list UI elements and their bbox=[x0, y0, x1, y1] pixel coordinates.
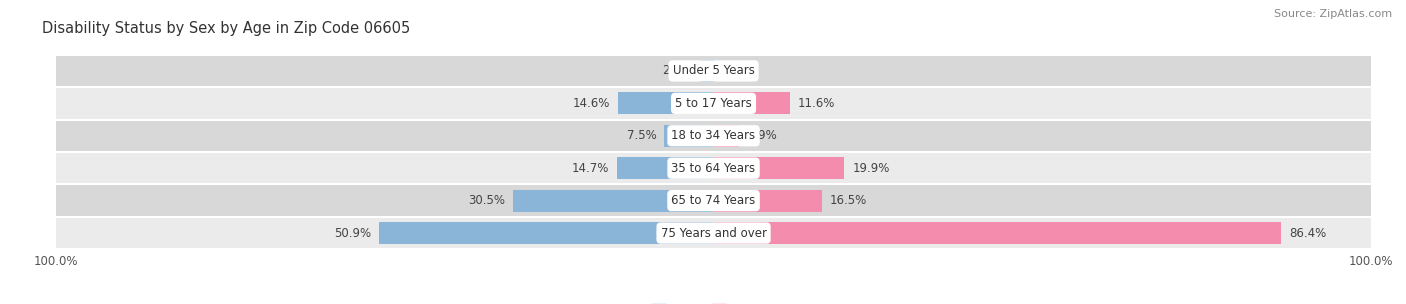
Bar bbox=[714, 157, 845, 179]
Text: 11.6%: 11.6% bbox=[797, 97, 835, 110]
Bar bbox=[617, 92, 714, 114]
Bar bbox=[56, 55, 1371, 87]
Text: 86.4%: 86.4% bbox=[1289, 226, 1327, 240]
Text: 35 to 64 Years: 35 to 64 Years bbox=[672, 162, 755, 175]
Text: Disability Status by Sex by Age in Zip Code 06605: Disability Status by Sex by Age in Zip C… bbox=[42, 21, 411, 36]
Bar bbox=[56, 185, 1371, 217]
Text: Under 5 Years: Under 5 Years bbox=[672, 64, 755, 78]
Bar bbox=[380, 222, 714, 244]
Bar bbox=[56, 119, 1371, 152]
Bar bbox=[664, 125, 714, 147]
Bar bbox=[56, 152, 1371, 185]
Text: 16.5%: 16.5% bbox=[830, 194, 868, 207]
Bar bbox=[56, 217, 1371, 249]
Text: 0.0%: 0.0% bbox=[721, 64, 751, 78]
Bar bbox=[617, 157, 714, 179]
Text: 3.9%: 3.9% bbox=[747, 129, 778, 142]
Bar bbox=[700, 60, 714, 82]
Text: 14.6%: 14.6% bbox=[572, 97, 610, 110]
Text: 30.5%: 30.5% bbox=[468, 194, 505, 207]
Text: 50.9%: 50.9% bbox=[335, 226, 371, 240]
Text: 75 Years and over: 75 Years and over bbox=[661, 226, 766, 240]
Bar bbox=[714, 92, 790, 114]
Bar bbox=[714, 125, 740, 147]
Text: 2.1%: 2.1% bbox=[662, 64, 692, 78]
Text: Source: ZipAtlas.com: Source: ZipAtlas.com bbox=[1274, 9, 1392, 19]
Text: 5 to 17 Years: 5 to 17 Years bbox=[675, 97, 752, 110]
Text: 19.9%: 19.9% bbox=[852, 162, 890, 175]
Text: 7.5%: 7.5% bbox=[627, 129, 657, 142]
Bar bbox=[513, 190, 714, 212]
Text: 65 to 74 Years: 65 to 74 Years bbox=[672, 194, 755, 207]
Text: 18 to 34 Years: 18 to 34 Years bbox=[672, 129, 755, 142]
Bar bbox=[714, 222, 1281, 244]
Bar bbox=[714, 190, 823, 212]
Bar bbox=[56, 87, 1371, 119]
Text: 14.7%: 14.7% bbox=[572, 162, 609, 175]
